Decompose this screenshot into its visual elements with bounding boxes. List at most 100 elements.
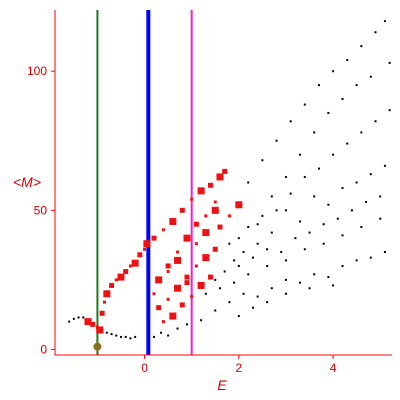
data-point bbox=[313, 131, 316, 134]
data-point bbox=[197, 281, 205, 289]
data-point bbox=[155, 276, 163, 284]
data-point bbox=[388, 61, 391, 64]
data-point bbox=[266, 248, 269, 251]
data-point bbox=[218, 287, 221, 290]
data-point bbox=[124, 335, 127, 338]
data-point bbox=[152, 335, 155, 338]
data-point bbox=[247, 226, 250, 229]
data-point bbox=[355, 84, 358, 87]
data-point bbox=[208, 274, 214, 280]
data-point bbox=[167, 334, 170, 337]
data-point bbox=[341, 187, 344, 190]
data-point bbox=[82, 316, 85, 319]
data-point bbox=[190, 295, 194, 299]
data-point bbox=[379, 217, 382, 220]
data-point bbox=[212, 246, 218, 252]
data-point bbox=[284, 292, 287, 295]
data-point bbox=[341, 264, 344, 267]
data-point bbox=[346, 59, 349, 62]
data-point bbox=[247, 181, 250, 184]
data-point bbox=[169, 217, 177, 225]
data-point bbox=[223, 270, 226, 273]
data-point bbox=[143, 240, 151, 248]
data-point bbox=[327, 203, 330, 206]
data-point bbox=[308, 287, 311, 290]
data-point bbox=[90, 321, 96, 327]
data-point bbox=[322, 242, 325, 245]
data-point bbox=[68, 320, 71, 323]
data-point bbox=[303, 103, 306, 106]
data-point bbox=[360, 226, 363, 229]
y-axis-label: <M> bbox=[13, 174, 41, 190]
ticks: 0 2 4 0 50 100 bbox=[27, 64, 337, 375]
data-point bbox=[303, 248, 306, 251]
red-series bbox=[84, 168, 243, 334]
data-point bbox=[336, 217, 339, 220]
data-point bbox=[374, 120, 377, 123]
data-point bbox=[383, 20, 386, 23]
data-point bbox=[102, 300, 106, 304]
data-point bbox=[365, 200, 368, 203]
data-point bbox=[84, 318, 92, 326]
data-point bbox=[313, 195, 316, 198]
data-point bbox=[105, 331, 108, 334]
data-point bbox=[134, 335, 137, 338]
data-point bbox=[214, 278, 217, 281]
data-point bbox=[103, 290, 111, 298]
data-point bbox=[190, 197, 194, 201]
data-point bbox=[341, 98, 344, 101]
data-point bbox=[214, 309, 217, 312]
data-point bbox=[355, 259, 358, 262]
data-point bbox=[332, 153, 335, 156]
data-point bbox=[184, 274, 190, 280]
data-point bbox=[383, 164, 386, 167]
data-point bbox=[143, 247, 147, 251]
data-point bbox=[266, 264, 269, 267]
data-point bbox=[184, 280, 190, 286]
data-point bbox=[355, 181, 358, 184]
data-point bbox=[152, 292, 156, 296]
data-point bbox=[174, 256, 182, 264]
black-series bbox=[68, 20, 391, 340]
data-point bbox=[256, 223, 259, 226]
data-point bbox=[185, 323, 188, 326]
data-point bbox=[123, 269, 129, 275]
data-point bbox=[161, 320, 165, 324]
data-point bbox=[341, 234, 344, 237]
data-point bbox=[213, 200, 217, 204]
vertical-lines bbox=[96, 10, 193, 355]
x-tick-label: 4 bbox=[330, 361, 337, 375]
data-point bbox=[332, 70, 335, 73]
data-point bbox=[179, 207, 185, 213]
data-point bbox=[151, 235, 157, 241]
data-point bbox=[256, 242, 259, 245]
data-point bbox=[284, 209, 287, 212]
data-point bbox=[169, 312, 177, 320]
data-point bbox=[211, 206, 219, 214]
data-point bbox=[261, 214, 264, 217]
data-point bbox=[179, 302, 185, 308]
data-point bbox=[369, 75, 372, 78]
data-point bbox=[303, 175, 306, 178]
data-point bbox=[228, 242, 231, 245]
data-point bbox=[197, 187, 205, 195]
data-point bbox=[280, 251, 283, 254]
data-point bbox=[156, 305, 162, 311]
data-point bbox=[242, 251, 245, 254]
data-point bbox=[242, 292, 245, 295]
data-point bbox=[275, 139, 278, 142]
data-point bbox=[266, 301, 269, 304]
data-point bbox=[313, 273, 316, 276]
y-tick-label: 0 bbox=[40, 342, 47, 356]
data-point bbox=[261, 159, 264, 162]
data-point bbox=[202, 229, 210, 237]
ground-series bbox=[93, 342, 102, 351]
data-point bbox=[383, 251, 386, 254]
data-point bbox=[289, 120, 292, 123]
data-point bbox=[251, 256, 254, 259]
y-tick-label: 100 bbox=[27, 64, 47, 78]
data-point bbox=[346, 142, 349, 145]
data-point bbox=[222, 168, 228, 174]
data-point bbox=[322, 223, 325, 226]
data-point bbox=[388, 109, 391, 112]
